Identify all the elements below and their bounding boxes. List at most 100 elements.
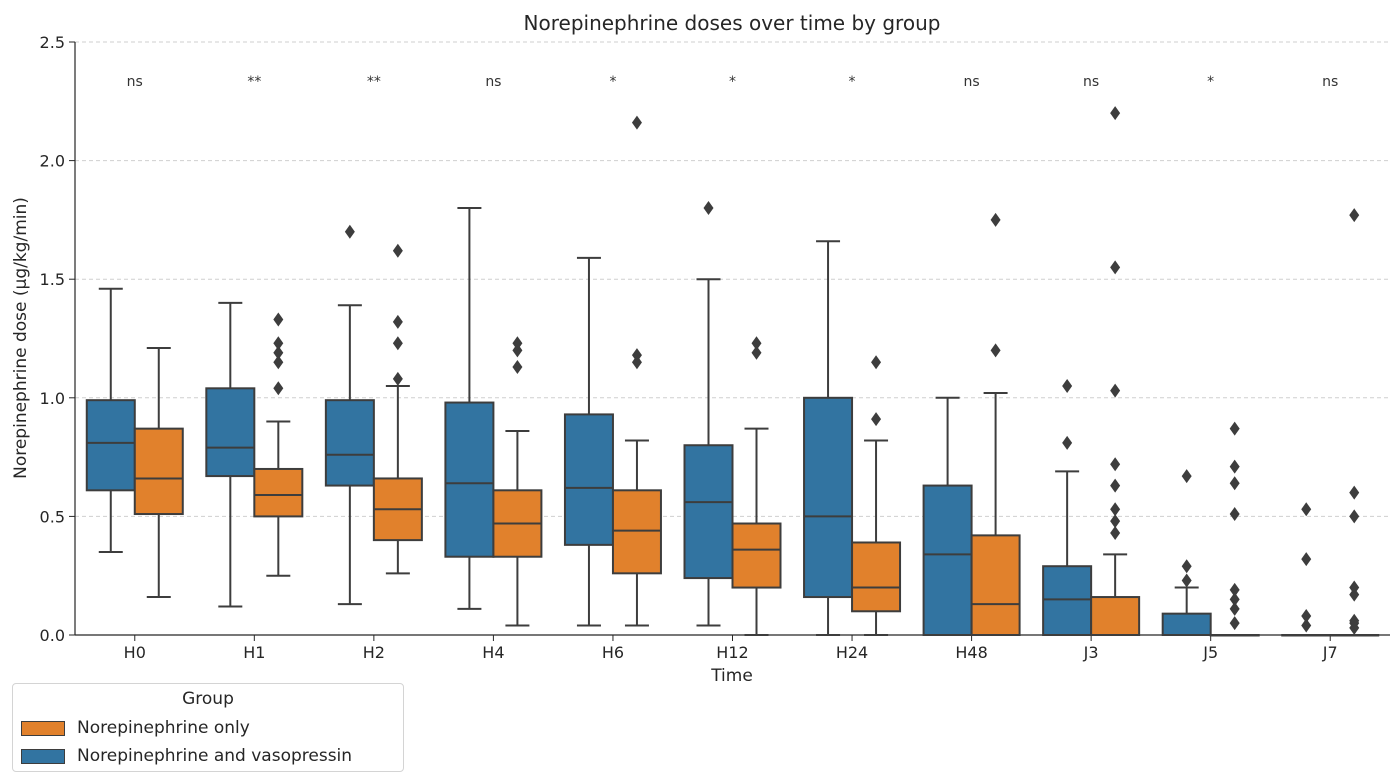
outlier-point <box>1110 526 1121 541</box>
box-iqr <box>133 427 184 516</box>
outlier-point <box>392 314 403 329</box>
legend-label: Norepinephrine only <box>77 718 250 738</box>
box-norepinephrine-only-H12 <box>731 336 782 636</box>
box-vasopressin-H1 <box>205 301 256 608</box>
outlier-point <box>1229 421 1240 436</box>
box-norepinephrine-only-H48 <box>970 212 1021 636</box>
outlier-point <box>1110 457 1121 472</box>
outlier-point <box>751 345 762 360</box>
outlier-point <box>1229 476 1240 491</box>
y-tick-label: 1.0 <box>40 389 65 408</box>
legend-title: Group <box>182 689 234 709</box>
x-tick-label: H12 <box>716 643 748 662</box>
outlier-point <box>871 355 882 370</box>
x-tick-label: H24 <box>836 643 868 662</box>
outlier-point <box>631 115 642 130</box>
axes: 0.0 0.5 1.0 1.5 2.0 2.5 H0 H1 H2 H4 H6 H12 H24 H48 J3 J… <box>40 33 1390 662</box>
box-iqr <box>922 484 973 636</box>
box-vasopressin-H4 <box>444 207 495 610</box>
y-tick-label: 1.5 <box>40 270 65 289</box>
outlier-point <box>1181 573 1192 588</box>
outlier-point <box>1301 609 1312 624</box>
y-tick-label: 0.0 <box>40 626 65 645</box>
outlier-point <box>1110 502 1121 517</box>
legend-swatch-blue <box>21 748 65 764</box>
y-axis-title: Norepinephrine dose (µg/kg/min) <box>11 197 31 479</box>
outlier-point <box>1062 378 1073 393</box>
outlier-point <box>1349 208 1360 223</box>
box-vasopressin-H6 <box>563 256 614 627</box>
outlier-point <box>1181 469 1192 484</box>
outlier-point <box>512 336 523 351</box>
legend-swatch-orange <box>21 720 65 736</box>
outlier-point <box>631 348 642 363</box>
significance-label: ns <box>1322 74 1338 90</box>
box-vasopressin-J5 <box>1161 469 1212 636</box>
outlier-point <box>1062 435 1073 450</box>
outlier-point <box>1301 618 1312 633</box>
outlier-point <box>1110 478 1121 493</box>
box-norepinephrine-only-H0 <box>133 346 184 599</box>
outlier-point <box>1229 507 1240 522</box>
box-norepinephrine-only-J5 <box>1209 421 1260 637</box>
significance-label: * <box>849 74 856 90</box>
outlier-point <box>273 355 284 370</box>
outlier-point <box>273 345 284 360</box>
box-vasopressin-H48 <box>922 396 973 636</box>
legend-item-norepinephrine-and-vasopressin: Norepinephrine and vasopressin <box>21 745 352 767</box>
box-iqr <box>324 399 375 487</box>
significance-label: ** <box>247 74 261 90</box>
box-norepinephrine-only-J7 <box>1329 208 1380 637</box>
x-tick-label: J7 <box>1322 643 1338 662</box>
significance-labels: ns ** ** ns * * * ns ns * ns <box>127 74 1339 90</box>
box-norepinephrine-only-H24 <box>851 355 902 636</box>
box-vasopressin-J3 <box>1042 378 1093 636</box>
outlier-point <box>392 336 403 351</box>
outlier-point <box>1349 587 1360 602</box>
outlier-point <box>392 371 403 386</box>
outlier-point <box>631 355 642 370</box>
box-norepinephrine-only-H6 <box>611 115 662 627</box>
outlier-point <box>392 243 403 258</box>
outlier-point <box>1349 613 1360 628</box>
outlier-point <box>1229 592 1240 607</box>
x-tick-label: J3 <box>1083 643 1099 662</box>
box-norepinephrine-only-H2 <box>372 243 423 575</box>
box-iqr <box>731 522 782 589</box>
significance-label: ns <box>1083 74 1099 90</box>
boxes <box>85 106 1380 637</box>
x-tick-label: H0 <box>124 643 146 662</box>
x-tick-label: H6 <box>602 643 624 662</box>
box-iqr <box>1161 612 1212 636</box>
box-iqr <box>970 534 1021 636</box>
box-iqr <box>563 413 614 546</box>
box-iqr <box>85 399 136 492</box>
significance-label: * <box>1207 74 1214 90</box>
box-iqr <box>851 541 902 613</box>
y-tick-label: 0.5 <box>40 507 65 526</box>
outlier-point <box>1301 552 1312 567</box>
box-vasopressin-J7 <box>1281 502 1332 637</box>
significance-label: ns <box>964 74 980 90</box>
box-iqr <box>253 467 304 518</box>
significance-label: ns <box>127 74 143 90</box>
outlier-point <box>273 381 284 396</box>
outlier-point <box>273 336 284 351</box>
box-norepinephrine-only-J3 <box>1090 106 1141 636</box>
x-tick-label: H4 <box>482 643 504 662</box>
x-tick-label: J5 <box>1202 643 1218 662</box>
box-vasopressin-H0 <box>85 287 136 553</box>
outlier-point <box>1349 485 1360 500</box>
box-iqr <box>205 387 256 478</box>
box-iqr <box>683 444 734 580</box>
outlier-point <box>990 343 1001 358</box>
outlier-point <box>1349 509 1360 524</box>
significance-label: * <box>729 74 736 90</box>
outlier-point <box>1349 580 1360 595</box>
x-axis-title: Time <box>710 666 753 686</box>
outlier-point <box>344 224 355 239</box>
outlier-point <box>273 312 284 327</box>
x-tick-label: H2 <box>363 643 385 662</box>
significance-label: ** <box>367 74 381 90</box>
